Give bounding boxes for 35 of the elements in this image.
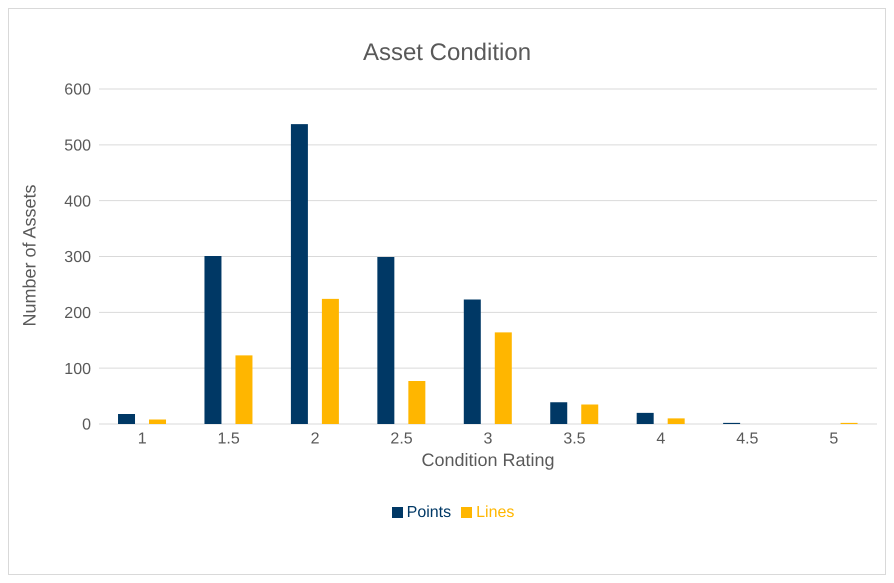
x-tick-label: 1 xyxy=(138,430,147,448)
bar xyxy=(377,257,394,424)
bar xyxy=(668,418,685,424)
legend-label: Lines xyxy=(476,504,514,521)
x-tick-label: 3 xyxy=(484,430,493,448)
y-tick-label: 400 xyxy=(64,193,92,210)
chart-title: Asset Condition xyxy=(362,39,532,67)
y-tick-label: 600 xyxy=(64,82,92,99)
x-tick-label: 4 xyxy=(656,430,666,448)
x-tick-label: 3.5 xyxy=(563,430,586,448)
legend-label: Points xyxy=(406,504,452,521)
bar xyxy=(322,298,339,424)
bar xyxy=(204,256,222,424)
x-tick-label: 4.5 xyxy=(736,430,759,448)
y-tick-label: 0 xyxy=(82,416,92,434)
y-axis-title: Number of Assets xyxy=(19,184,40,326)
bar xyxy=(550,402,568,424)
bar xyxy=(636,412,654,424)
bar xyxy=(408,381,426,424)
x-tick-label: 2 xyxy=(310,430,320,448)
bar xyxy=(464,299,481,424)
bar xyxy=(118,414,136,424)
bar xyxy=(581,404,598,424)
x-tick-label: 5 xyxy=(829,430,838,448)
bar xyxy=(494,332,512,424)
bar xyxy=(290,124,308,424)
bar xyxy=(235,355,252,424)
x-axis-title: Condition Rating xyxy=(421,450,555,470)
y-tick-label: 100 xyxy=(64,360,92,378)
bar xyxy=(149,420,166,424)
y-tick-label: 500 xyxy=(64,138,92,155)
x-tick-label: 2.5 xyxy=(390,430,413,448)
y-tick-label: 200 xyxy=(64,305,92,322)
y-tick-label: 300 xyxy=(64,249,92,266)
x-tick-label: 1.5 xyxy=(218,430,240,448)
